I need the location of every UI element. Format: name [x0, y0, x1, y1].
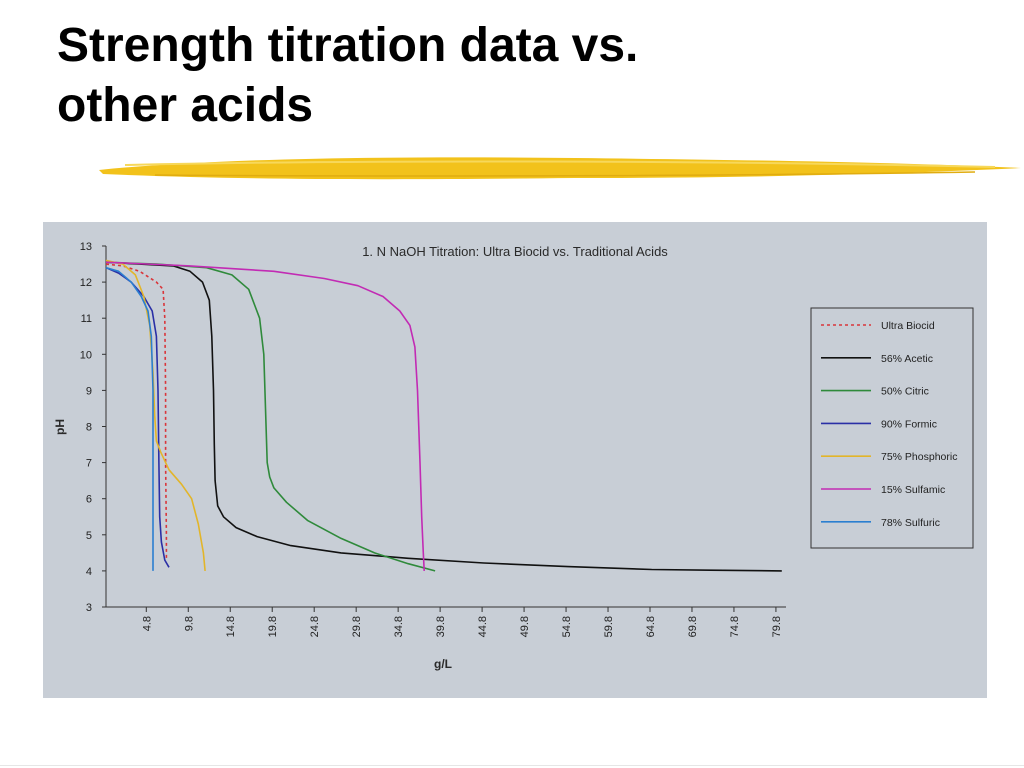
series-line-6	[105, 266, 154, 571]
legend-label: 50% Citric	[881, 386, 929, 398]
y-tick-label: 11	[81, 313, 92, 325]
x-tick-label: 69.8	[687, 616, 699, 637]
chart-panel: 1. N NaOH Titration: Ultra Biocid vs. Tr…	[43, 222, 987, 698]
y-axis-label: pH	[53, 419, 67, 435]
legend: Ultra Biocid 56% Acetic 50% Citric 90% Form…	[810, 307, 974, 549]
x-axis-label: g/L	[434, 657, 452, 671]
legend-label: 75% Phosphoric	[881, 451, 957, 463]
x-tick-label: 74.8	[729, 616, 741, 637]
x-tick-label: 34.8	[393, 616, 405, 637]
series-line-1	[105, 261, 782, 572]
series-line-2	[105, 261, 436, 572]
x-tick-label: 44.8	[477, 616, 489, 637]
legend-label: 56% Acetic	[881, 353, 933, 365]
x-tick-label: 79.8	[771, 616, 783, 637]
x-tick-label: 64.8	[645, 616, 657, 637]
axes: 3 4 5 6 7 8 9 10 11 12 13 4.8 9.8 14.8 19.8 24.8 29.8 34.…	[80, 241, 786, 637]
x-tick-label: 24.8	[309, 616, 321, 637]
x-tick-label: 9.8	[183, 616, 195, 631]
y-tick-label: 12	[80, 277, 92, 289]
y-tick-label: 13	[80, 241, 92, 253]
x-tick-label: 54.8	[561, 616, 573, 637]
x-tick-label: 39.8	[435, 616, 447, 637]
y-tick-label: 4	[86, 566, 92, 578]
y-tick-label: 6	[86, 494, 92, 506]
legend-label: 78% Sulfuric	[881, 517, 940, 529]
series-line-3	[105, 266, 170, 568]
y-tick-label: 9	[86, 385, 92, 397]
y-tick-label: 8	[86, 422, 92, 434]
titration-chart: 1. N NaOH Titration: Ultra Biocid vs. Tr…	[53, 241, 974, 671]
footer-divider	[0, 765, 1024, 766]
title-underline-brush-stroke	[99, 157, 1021, 180]
x-tick-label: 59.8	[603, 616, 615, 637]
slide-title-line-1: Strength titration data vs.	[57, 19, 639, 72]
y-tick-label: 5	[86, 530, 92, 542]
legend-label: Ultra Biocid	[881, 320, 935, 332]
slide-title: Strength titration data vs. other acids	[57, 16, 957, 136]
x-tick-label: 29.8	[351, 616, 363, 637]
y-tick-label: 7	[86, 458, 92, 470]
legend-label: 15% Sulfamic	[881, 484, 945, 496]
slide-title-line-2: other acids	[57, 79, 314, 132]
x-tick-label: 19.8	[267, 616, 279, 637]
x-tick-label: 4.8	[141, 616, 153, 631]
x-tick-label: 49.8	[519, 616, 531, 637]
chart-title: 1. N NaOH Titration: Ultra Biocid vs. Tr…	[362, 244, 668, 259]
series-line-0	[105, 263, 168, 561]
legend-box	[810, 307, 974, 549]
y-tick-label: 3	[86, 602, 92, 614]
series-line-4	[105, 259, 206, 571]
legend-label: 90% Formic	[881, 418, 937, 430]
series-lines	[105, 259, 782, 572]
x-tick-label: 14.8	[225, 616, 237, 637]
series-line-5	[105, 261, 425, 571]
y-tick-label: 10	[80, 349, 92, 361]
